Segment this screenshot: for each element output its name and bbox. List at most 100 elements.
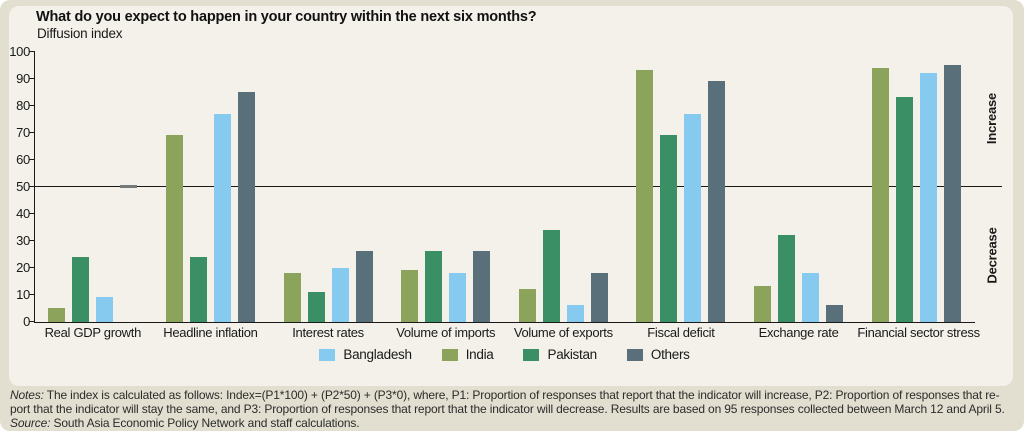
bar-slot xyxy=(120,52,138,322)
bar-slot xyxy=(636,52,654,322)
notes-label: Notes: xyxy=(10,388,44,402)
bar-slot xyxy=(165,52,183,322)
y-tick-label-80: 80 xyxy=(16,97,30,113)
bar-slot xyxy=(919,52,937,322)
y-tick-label-60: 60 xyxy=(16,151,30,167)
y-tick-label-90: 90 xyxy=(16,70,30,86)
source-label: Source: xyxy=(10,415,51,430)
bar-others-exchange-rate xyxy=(826,305,844,322)
legend-label-others: Others xyxy=(650,347,690,362)
category-label-fiscal-deficit: Fiscal deficit xyxy=(647,325,715,340)
bar-slot xyxy=(401,52,419,322)
bar-india-real-gdp-growth xyxy=(48,308,66,322)
y-tick-label-30: 30 xyxy=(16,232,30,248)
y-tick-mark xyxy=(29,212,34,215)
bar-slot xyxy=(473,52,491,322)
increase-region: Increase xyxy=(975,51,1009,185)
bar-group-real-gdp-growth xyxy=(34,52,152,322)
y-tick-mark xyxy=(29,158,34,161)
notes-line-1: Notes: The index is calculated as follow… xyxy=(10,388,1020,403)
bar-india-headline-inflation xyxy=(165,135,183,322)
legend-swatch-india xyxy=(441,348,458,361)
bar-others-fiscal-deficit xyxy=(708,81,726,322)
y-tick-label-20: 20 xyxy=(16,259,30,275)
reference-line-50 xyxy=(34,185,1002,188)
bar-pakistan-fiscal-deficit xyxy=(660,135,678,322)
category-label-volume-of-exports: Volume of exports xyxy=(513,325,613,340)
bar-slot xyxy=(826,52,844,322)
bar-group-interest-rates xyxy=(269,52,387,322)
legend-label-bangladesh: Bangladesh xyxy=(343,347,412,362)
bar-others-volume-of-exports xyxy=(590,272,608,322)
y-tick-label-50: 50 xyxy=(16,178,30,194)
bar-group-volume-of-imports xyxy=(387,52,505,322)
x-axis-line xyxy=(34,321,975,324)
chart-title: What do you expect to happen in your cou… xyxy=(36,9,537,25)
bar-slot xyxy=(189,52,207,322)
bar-slot xyxy=(566,52,584,322)
bar-slot xyxy=(778,52,796,322)
y-tick-mark xyxy=(29,320,34,323)
category-label-real-gdp-growth: Real GDP growth xyxy=(44,325,142,340)
legend-item-india: India xyxy=(441,347,494,362)
bar-slot xyxy=(425,52,443,322)
chart-subtitle: Diffusion index xyxy=(37,26,123,41)
category-label-volume-of-imports: Volume of imports xyxy=(396,325,496,340)
bar-bangladesh-real-gdp-growth xyxy=(96,297,114,322)
others-dash-marker-real-gdp-growth xyxy=(120,185,138,188)
y-tick-mark xyxy=(29,50,34,53)
y-tick-label-70: 70 xyxy=(16,124,30,140)
bar-slot xyxy=(237,52,255,322)
bar-india-interest-rates xyxy=(283,272,301,322)
notes-text-2: port that the indicator will stay the sa… xyxy=(10,401,1005,416)
bar-bangladesh-fiscal-deficit xyxy=(684,113,702,322)
bar-pakistan-real-gdp-growth xyxy=(72,256,90,322)
bar-slot xyxy=(72,52,90,322)
bar-slot xyxy=(590,52,608,322)
bar-slot xyxy=(283,52,301,322)
bar-pakistan-volume-of-imports xyxy=(425,251,443,322)
y-tick-label-40: 40 xyxy=(16,205,30,221)
bar-slot xyxy=(518,52,536,322)
legend-label-pakistan: Pakistan xyxy=(547,347,597,362)
decrease-label: Decrease xyxy=(984,226,1000,284)
bar-group-fiscal-deficit xyxy=(622,52,740,322)
bar-slot xyxy=(449,52,467,322)
source-text: South Asia Economic Policy Network and s… xyxy=(53,415,360,430)
bar-india-exchange-rate xyxy=(754,286,772,322)
y-tick-mark xyxy=(29,104,34,107)
bar-group-headline-inflation xyxy=(152,52,270,322)
bar-slot xyxy=(660,52,678,322)
category-label-exchange-rate: Exchange rate xyxy=(758,325,839,340)
notes-text-1: The index is calculated as follows: Inde… xyxy=(46,388,1000,402)
bar-slot xyxy=(895,52,913,322)
category-label-financial-sector-stress: Financial sector stress xyxy=(857,325,980,340)
bar-slot xyxy=(213,52,231,322)
bar-group-financial-sector-stress xyxy=(857,52,975,322)
notes-line-2: port that the indicator will stay the sa… xyxy=(10,401,1020,417)
y-tick-mark xyxy=(29,131,34,134)
y-tick-mark xyxy=(29,266,34,269)
bar-group-exchange-rate xyxy=(740,52,858,322)
source-line: Source: South Asia Economic Policy Netwo… xyxy=(10,415,1020,431)
bar-others-headline-inflation xyxy=(237,92,255,322)
legend-label-india: India xyxy=(465,347,494,362)
y-tick-mark xyxy=(29,185,34,188)
bar-slot xyxy=(96,52,114,322)
y-tick-mark xyxy=(29,239,34,242)
bar-bangladesh-volume-of-imports xyxy=(449,272,467,322)
bar-others-volume-of-imports xyxy=(473,251,491,322)
legend-swatch-bangladesh xyxy=(319,348,336,361)
bar-slot xyxy=(684,52,702,322)
bar-pakistan-headline-inflation xyxy=(189,256,207,322)
legend-item-others: Others xyxy=(626,347,690,362)
bar-bangladesh-volume-of-exports xyxy=(566,305,584,322)
bar-others-interest-rates xyxy=(355,251,373,322)
bar-slot xyxy=(754,52,772,322)
bar-bangladesh-financial-sector-stress xyxy=(919,73,937,322)
bar-slot xyxy=(708,52,726,322)
bar-india-financial-sector-stress xyxy=(871,67,889,322)
increase-label: Increase xyxy=(984,92,1000,144)
y-tick-label-10: 10 xyxy=(16,286,30,302)
